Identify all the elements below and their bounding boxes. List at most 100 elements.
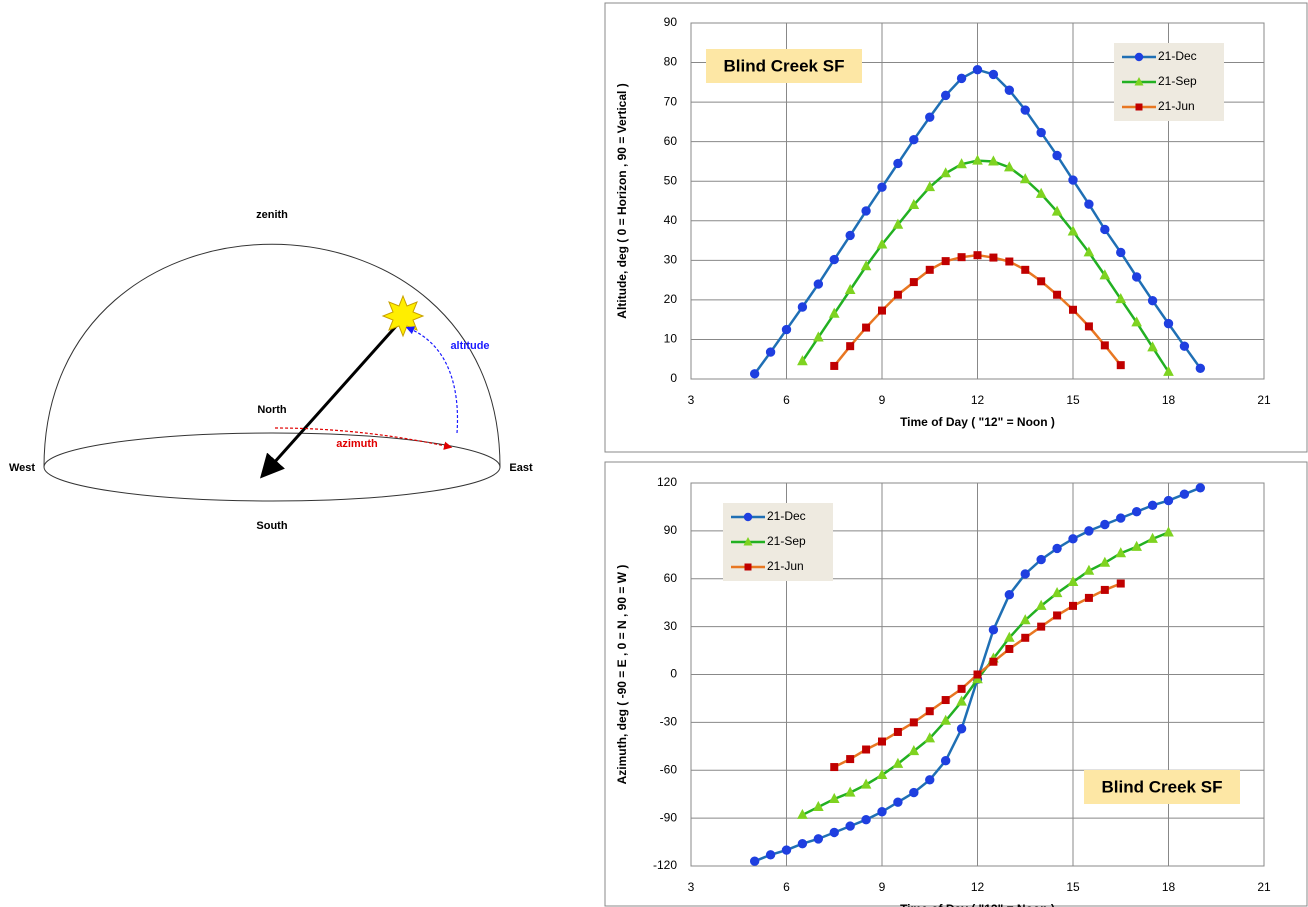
point [925,775,935,785]
point [940,755,951,766]
point [1051,205,1063,216]
legend-label: 21-Sep [1158,74,1197,88]
point [861,206,871,216]
y-tick-label: 20 [664,292,678,306]
point [877,807,887,817]
legend-marker [1134,52,1144,62]
point [956,724,967,734]
point [909,278,918,287]
point [797,838,808,849]
annotation: Blind Creek SF [1102,777,1223,796]
point [940,167,951,178]
y-tick-label: 80 [664,55,678,69]
legend-label: 21-Sep [767,534,806,548]
point [829,827,839,838]
point [893,290,902,299]
point [1021,633,1030,642]
point [797,808,808,819]
x-tick-label: 12 [971,880,985,894]
point [877,182,887,192]
point [892,218,904,229]
y-tick-label: 10 [664,332,678,346]
x-tick-label: 9 [879,880,886,894]
point [1019,173,1031,184]
point [1163,365,1174,376]
point [1131,540,1142,551]
point [925,112,935,122]
point [940,90,951,101]
point [1179,341,1190,351]
point [956,695,967,706]
point [749,856,760,866]
point [1084,593,1093,602]
y-tick-label: -90 [660,810,678,824]
point [878,306,886,315]
point [957,253,966,262]
sky-diagram: zenith North South West East altitude az… [9,209,533,532]
point [845,230,855,241]
point [1100,519,1110,530]
point [893,797,903,807]
point [956,73,967,84]
legend-label: 21-Jun [767,559,804,573]
point [862,745,871,754]
legend-marker [743,512,753,522]
point [941,696,950,705]
x-tick-label: 21 [1257,880,1271,894]
point [765,850,776,860]
point [1053,611,1062,620]
sun-vector [260,323,400,479]
point [878,737,886,746]
point [988,625,999,635]
point [813,331,824,342]
y-tick-label: -30 [660,715,678,729]
x-tick-label: 3 [688,393,695,407]
point [972,673,983,684]
point [860,778,872,789]
point [1083,246,1095,257]
altitude-label: altitude [450,340,489,352]
point [1084,322,1093,331]
y-tick-label: 40 [664,213,678,227]
point [1116,247,1126,258]
point [1004,590,1015,600]
point [1163,526,1174,537]
x-tick-label: 12 [971,393,985,407]
point [925,707,934,716]
legend-marker [744,563,752,571]
point [860,260,872,271]
chart: 3 6 9 12 15 18 21 0 10 20 30 40 50 60 70 80 90 Time of Da… [604,2,1308,453]
plot-area [690,482,1265,867]
point [1005,644,1014,653]
point [1005,257,1014,266]
point [797,302,808,312]
point [1069,601,1077,610]
point [989,657,998,666]
point [1116,361,1125,370]
point [957,684,966,693]
point [892,757,904,768]
point [1100,585,1109,594]
point [830,361,839,370]
annotation-box [1084,770,1240,804]
y-tick-label: -120 [653,858,677,872]
point [1068,175,1078,185]
y-tick-label: 90 [664,15,678,29]
north-label: North [257,404,287,416]
point [908,198,920,209]
point [1131,316,1142,327]
x-tick-label: 6 [783,880,790,894]
point [828,307,840,318]
point [909,718,918,727]
point [973,251,982,260]
sun [381,294,425,338]
x-tick-label: 3 [688,880,695,894]
point [924,181,936,192]
point [1036,554,1046,565]
point [1147,532,1158,543]
point [876,768,888,780]
point [781,845,792,855]
dome [43,243,501,468]
